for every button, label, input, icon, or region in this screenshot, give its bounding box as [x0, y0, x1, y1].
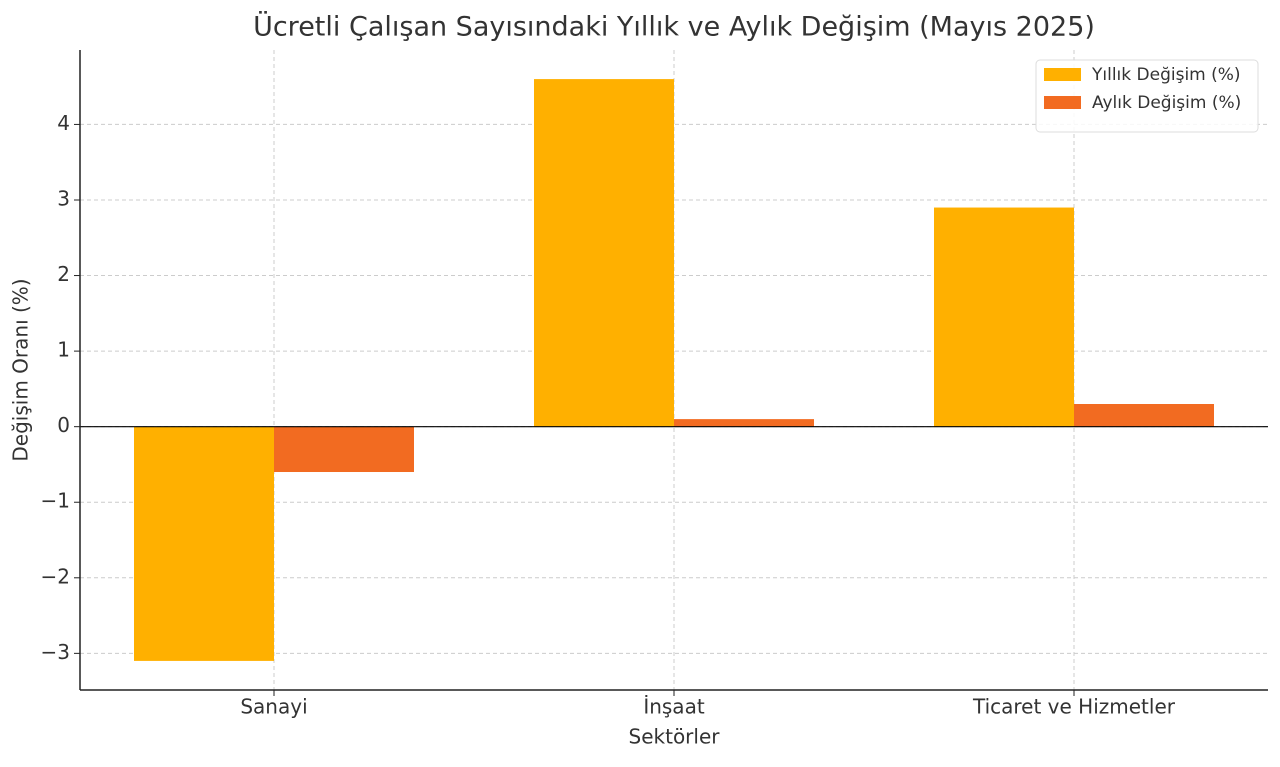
legend-swatch	[1044, 68, 1081, 81]
legend-swatch	[1044, 96, 1081, 109]
legend-label: Yıllık Değişim (%)	[1091, 65, 1241, 85]
bar	[274, 426, 414, 473]
bar	[134, 426, 274, 661]
y-tick-label: 3	[57, 186, 70, 210]
y-tick-label: −2	[41, 564, 70, 588]
bar	[674, 419, 814, 427]
x-tick-label: İnşaat	[643, 695, 705, 719]
y-tick-label: −3	[41, 640, 70, 664]
bar	[1074, 404, 1214, 427]
chart-title: Ücretli Çalışan Sayısındaki Yıllık ve Ay…	[253, 11, 1095, 43]
y-tick-label: 2	[57, 262, 70, 286]
legend: Yıllık Değişim (%) Aylık Değişim (%)	[1035, 59, 1259, 133]
y-axis-label: Değişim Oranı (%)	[9, 278, 33, 461]
x-tick-label: Sanayi	[240, 695, 307, 719]
x-tick-label: Ticaret ve Hizmetler	[972, 695, 1176, 719]
y-tick-label: 4	[57, 111, 70, 135]
y-tick-label: 1	[57, 338, 70, 362]
x-axis-label: Sektörler	[629, 725, 721, 749]
legend-label: Aylık Değişim (%)	[1092, 93, 1241, 113]
y-tick-label: −1	[41, 489, 70, 513]
bar	[934, 207, 1074, 427]
y-tick-label: 0	[57, 413, 70, 437]
bar	[534, 79, 674, 427]
legend-box	[1035, 59, 1259, 133]
